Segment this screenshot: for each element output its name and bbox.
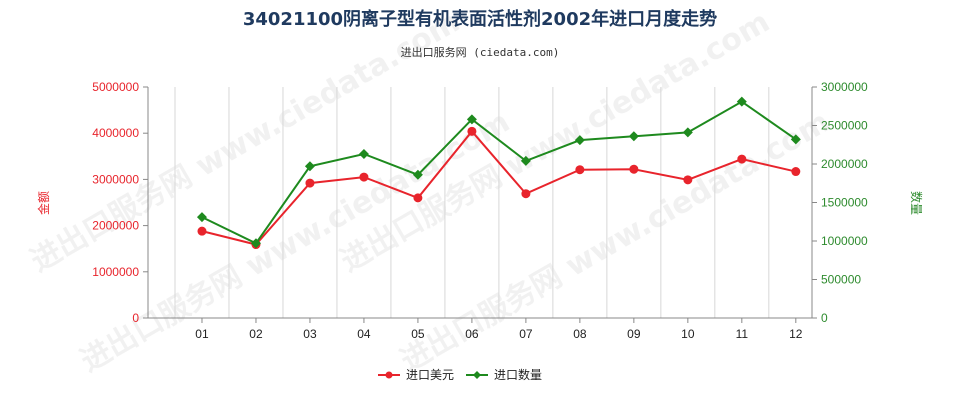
series-2-point <box>736 96 747 107</box>
legend-marker-1 <box>385 371 393 379</box>
left-axis-title: 金额 <box>36 191 51 215</box>
chart-subtitle: 进出口服务网 (ciedata.com) <box>401 45 560 59</box>
legend-label-2: 进口数量 <box>494 367 542 382</box>
left-tick-label: 0 <box>132 311 139 325</box>
x-tick-label: 06 <box>465 327 479 341</box>
chart-title: 34021100阴离子型有机表面活性剂2002年进口月度走势 <box>243 8 717 30</box>
series-1-point <box>305 178 315 188</box>
x-tick-label: 01 <box>195 327 209 341</box>
series-2-point <box>466 114 477 125</box>
series-2-point <box>682 127 693 138</box>
series-2-point <box>412 169 423 180</box>
series-layer <box>196 96 801 250</box>
x-tick-label: 12 <box>789 327 803 341</box>
right-axis-title: 数量 <box>909 191 924 215</box>
x-tick-label: 11 <box>736 327 749 341</box>
right-tick-label: 1500000 <box>821 196 868 210</box>
legend-label-1: 进口美元 <box>406 368 454 382</box>
x-tick-label: 04 <box>357 327 371 341</box>
series-2-point <box>520 155 531 166</box>
axes-layer: 0100000020000003000000400000050000000500… <box>36 80 924 341</box>
series-1-point <box>683 175 693 185</box>
series-1-point <box>737 154 747 164</box>
x-tick-label: 02 <box>249 327 263 341</box>
series-1-point <box>413 193 423 203</box>
series-2-point <box>358 148 369 159</box>
series-2-point <box>574 135 585 146</box>
series-1-point <box>467 126 477 136</box>
x-tick-label: 09 <box>627 327 641 341</box>
series-line-2 <box>201 100 797 245</box>
series-1-point <box>629 164 639 174</box>
x-tick-label: 08 <box>573 327 587 341</box>
series-2-point <box>196 212 207 223</box>
series-2-point <box>250 238 261 249</box>
series-1-point <box>791 167 801 177</box>
x-tick-label: 07 <box>519 327 533 341</box>
series-2-point <box>628 131 639 142</box>
left-tick-label: 1000000 <box>92 265 139 279</box>
series-2-point <box>304 161 315 172</box>
series-1-point <box>359 172 369 182</box>
x-tick-label: 05 <box>411 327 425 341</box>
grid-layer <box>174 87 770 318</box>
right-tick-label: 2000000 <box>821 157 868 171</box>
series-1-point <box>575 165 585 175</box>
x-tick-label: 03 <box>303 327 317 341</box>
left-tick-label: 5000000 <box>92 80 139 94</box>
right-tick-label: 0 <box>821 311 828 325</box>
left-tick-label: 2000000 <box>92 219 139 233</box>
left-tick-label: 4000000 <box>92 126 139 140</box>
series-line-1 <box>201 129 797 246</box>
right-tick-label: 2500000 <box>821 119 868 133</box>
x-tick-label: 10 <box>681 327 695 341</box>
right-tick-label: 500000 <box>821 273 861 287</box>
series-1-point <box>197 226 207 236</box>
left-tick-label: 3000000 <box>92 172 139 186</box>
right-tick-label: 1000000 <box>821 234 868 248</box>
series-1-point <box>521 189 531 199</box>
legend-marker-2 <box>473 371 481 379</box>
series-2-point <box>790 134 801 145</box>
right-tick-label: 3000000 <box>821 80 868 94</box>
legend: 进口美元 进口数量 <box>378 367 542 382</box>
